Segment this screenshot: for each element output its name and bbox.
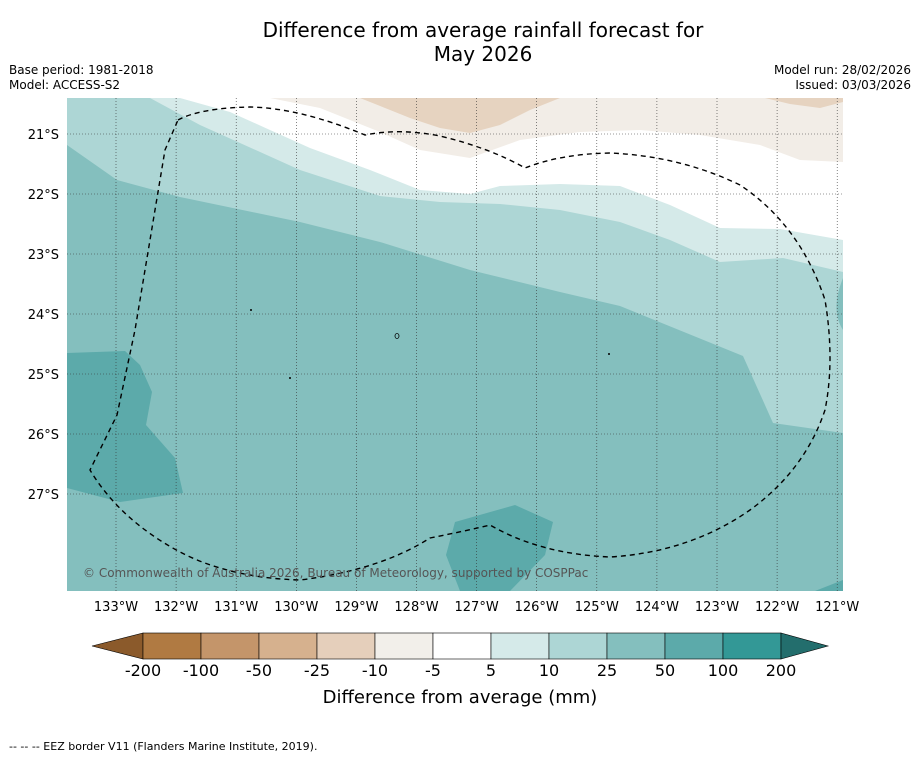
colorbar-segment <box>490 632 550 660</box>
colorbar-tick-label: -25 <box>304 661 330 680</box>
model-run: Model run: 28/02/2026 <box>773 63 911 77</box>
band-100-west <box>67 351 183 502</box>
colorbar-tick-label: -10 <box>362 661 388 680</box>
colorbar-segment <box>606 632 666 660</box>
colorbar-tick-label: -200 <box>125 661 161 680</box>
issued-date: Issued: 03/03/2026 <box>795 78 911 92</box>
band-white <box>180 98 843 240</box>
colorbar-tick-label: 100 <box>708 661 739 680</box>
colorbar-extend-high <box>780 632 830 660</box>
lon-tick-label: 128°W <box>394 600 438 615</box>
lon-tick-label: 131°W <box>214 600 258 615</box>
colorbar-tick-label: -50 <box>246 661 272 680</box>
island-marker <box>289 377 291 379</box>
colorbar: -200 -100 -50 -25 -10 -5 5 10 25 50 100 200 <box>91 632 830 680</box>
island-marker <box>608 353 610 355</box>
lon-tick-label: 129°W <box>334 600 378 615</box>
colorbar-tick-label: 25 <box>597 661 617 680</box>
lon-tick-label: 123°W <box>695 600 739 615</box>
lon-tick-label: 133°W <box>94 600 138 615</box>
colorbar-segment <box>432 632 492 660</box>
band-tan-left <box>360 98 560 133</box>
colorbar-segment <box>200 632 260 660</box>
lon-tick-label: 130°W <box>274 600 318 615</box>
colorbar-segment <box>722 632 782 660</box>
lat-tick-label: 25°S <box>28 368 59 383</box>
colorbar-title: Difference from average (mm) <box>323 687 598 708</box>
band-100-south <box>446 505 553 591</box>
band-tan-right <box>765 98 843 108</box>
lon-tick-label: 121°W <box>815 600 859 615</box>
latitude-axis: 21°S 22°S 23°S 24°S 25°S 26°S 27°S <box>28 128 59 503</box>
colorbar-tick-label: -5 <box>425 661 441 680</box>
base-period: Base period: 1981-2018 <box>9 63 154 77</box>
longitude-axis: 133°W 132°W 131°W 130°W 129°W 128°W 127°W 126°W… <box>94 600 860 615</box>
lon-tick-label: 126°W <box>515 600 559 615</box>
colorbar-segment <box>316 632 376 660</box>
lon-tick-label: 122°W <box>755 600 799 615</box>
gridlines <box>67 98 843 591</box>
colorbar-tick-label: 200 <box>766 661 797 680</box>
colorbar-tick-label: 50 <box>655 661 675 680</box>
copyright-note: © Commonwealth of Australia 2026, Bureau… <box>83 566 588 580</box>
colorbar-tick-label: -100 <box>183 661 219 680</box>
lat-tick-label: 23°S <box>28 248 59 263</box>
lat-tick-label: 24°S <box>28 308 59 323</box>
colorbar-extend-low <box>91 632 144 660</box>
lat-tick-label: 22°S <box>28 188 59 203</box>
meta-left: Base period: 1981-2018 Model: ACCESS-S2 <box>9 63 154 93</box>
island-outline <box>394 333 400 339</box>
eez-legend-note: -- -- -- EEZ border V11 (Flanders Marine… <box>9 740 318 753</box>
lon-tick-label: 127°W <box>455 600 499 615</box>
title-line-1: Difference from average rainfall forecas… <box>262 18 704 42</box>
title-line-2: May 2026 <box>433 42 533 66</box>
eez-border <box>89 106 831 581</box>
lat-tick-label: 21°S <box>28 128 59 143</box>
lat-tick-label: 27°S <box>28 488 59 503</box>
colorbar-segment <box>664 632 724 660</box>
model-name: Model: ACCESS-S2 <box>9 78 121 92</box>
colorbar-segment <box>548 632 608 660</box>
island-marker <box>250 309 252 311</box>
lon-tick-label: 124°W <box>635 600 679 615</box>
meta-right: Model run: 28/02/2026 Issued: 03/03/2026 <box>774 63 911 93</box>
colorbar-segment <box>374 632 434 660</box>
map-title: Difference from average rainfall forecas… <box>0 18 919 66</box>
map-panel: © Commonwealth of Australia 2026, Bureau… <box>67 98 843 591</box>
lon-tick-label: 125°W <box>575 600 619 615</box>
band-100-corner <box>815 580 843 591</box>
colorbar-segment <box>142 632 202 660</box>
colorbar-segment <box>258 632 318 660</box>
colorbar-tick-label: 10 <box>539 661 559 680</box>
colorbar-tick-label: 5 <box>486 661 496 680</box>
lon-tick-label: 132°W <box>154 600 198 615</box>
lat-tick-label: 26°S <box>28 428 59 443</box>
